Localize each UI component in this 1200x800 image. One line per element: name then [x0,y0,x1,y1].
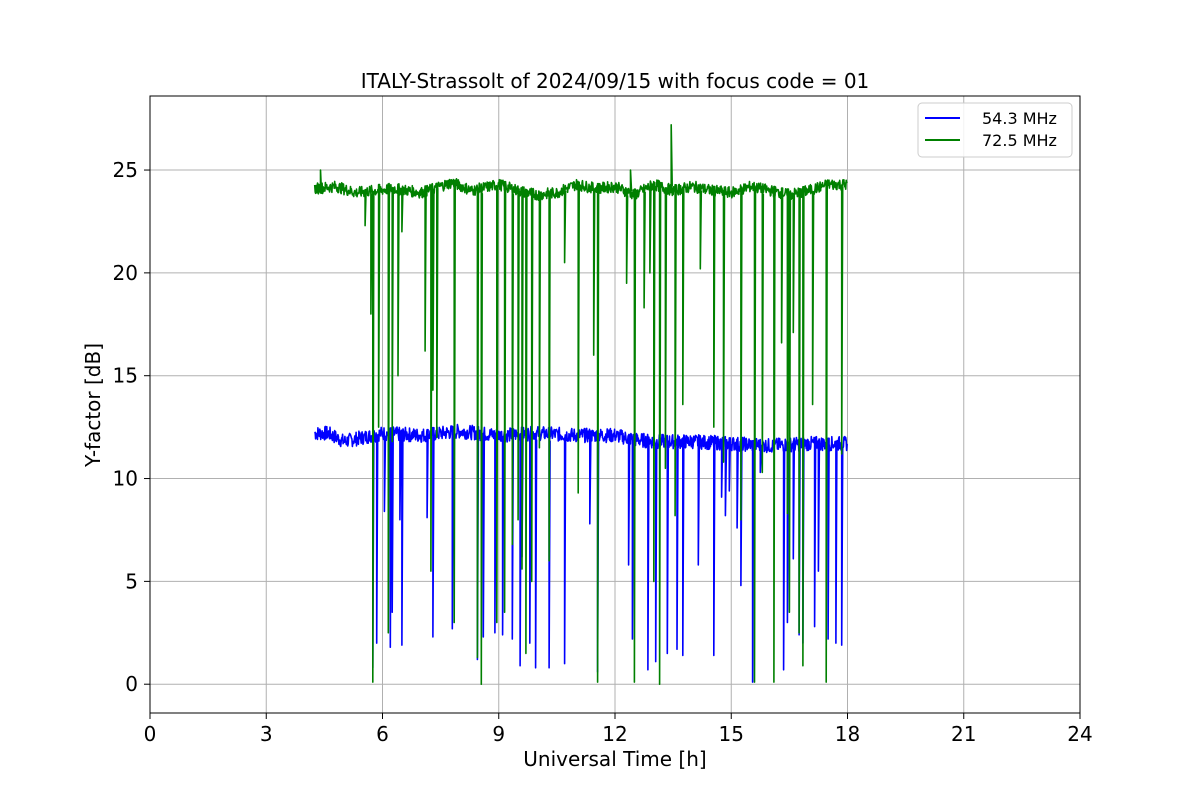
x-tick-label: 24 [1067,722,1092,746]
y-tick-label: 25 [113,158,138,182]
plot-lines [313,124,848,685]
axis-ticks: 0 3 6 9 12 15 18 21 24 0 5 10 15 20 25 [113,158,1093,746]
x-tick-label: 18 [835,722,860,746]
legend-label-54mhz: 54.3 MHz [982,109,1057,128]
y-tick-label: 5 [125,569,138,593]
legend: 54.3 MHz 72.5 MHz [917,102,1073,158]
x-tick-label: 21 [951,722,976,746]
x-tick-label: 15 [719,722,744,746]
legend-label-72mhz: 72.5 MHz [982,131,1057,150]
x-tick-label: 6 [376,722,389,746]
series-line-1 [313,124,848,685]
x-axis-label: Universal Time [h] [523,747,706,771]
y-tick-label: 0 [125,672,138,696]
legend-box [917,102,1073,158]
series-line-0 [313,423,848,683]
y-tick-label: 15 [113,364,138,388]
x-tick-label: 9 [492,722,505,746]
y-tick-label: 10 [113,467,138,491]
chart-title: ITALY-Strassolt of 2024/09/15 with focus… [361,69,870,93]
x-tick-label: 3 [260,722,273,746]
x-tick-label: 12 [602,722,627,746]
x-tick-label: 0 [144,722,157,746]
y-axis-label: Y-factor [dB] [81,343,105,468]
y-tick-label: 20 [113,261,138,285]
